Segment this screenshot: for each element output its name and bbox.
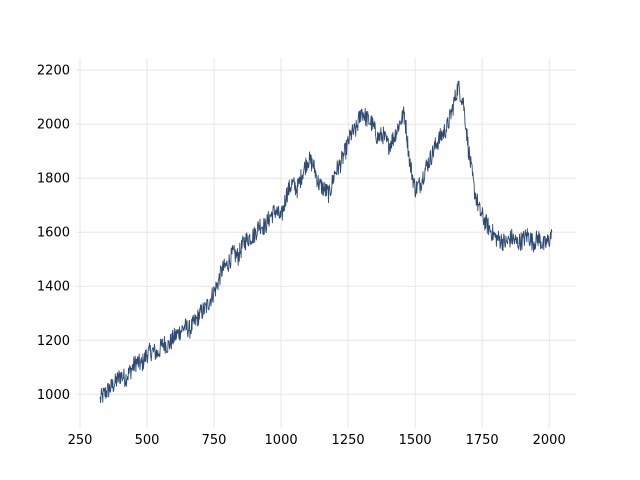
- y-tick-label: 1200: [37, 334, 70, 349]
- y-tick-label: 1600: [37, 226, 70, 241]
- series-group: [99, 80, 553, 404]
- x-tick-label: 1750: [466, 433, 499, 448]
- x-tick-label: 750: [202, 433, 227, 448]
- x-tick-label: 500: [135, 433, 160, 448]
- y-tick-label: 2200: [37, 64, 70, 79]
- x-tick-label: 2000: [533, 433, 566, 448]
- x-tick-label: 1000: [265, 433, 298, 448]
- y-tick-label: 1000: [37, 388, 70, 403]
- y-tick-label: 1800: [37, 172, 70, 187]
- x-tick-label: 1500: [399, 433, 432, 448]
- y-tick-label: 2000: [37, 118, 70, 133]
- axis-ticks: 250 500 750 1000 1250 1500 1750 2000 1000 1200 140…: [37, 64, 566, 448]
- y-tick-label: 1400: [37, 280, 70, 295]
- x-tick-label: 1250: [332, 433, 365, 448]
- grid: [79, 58, 576, 424]
- series-line: [99, 80, 553, 404]
- x-tick-label: 250: [68, 433, 93, 448]
